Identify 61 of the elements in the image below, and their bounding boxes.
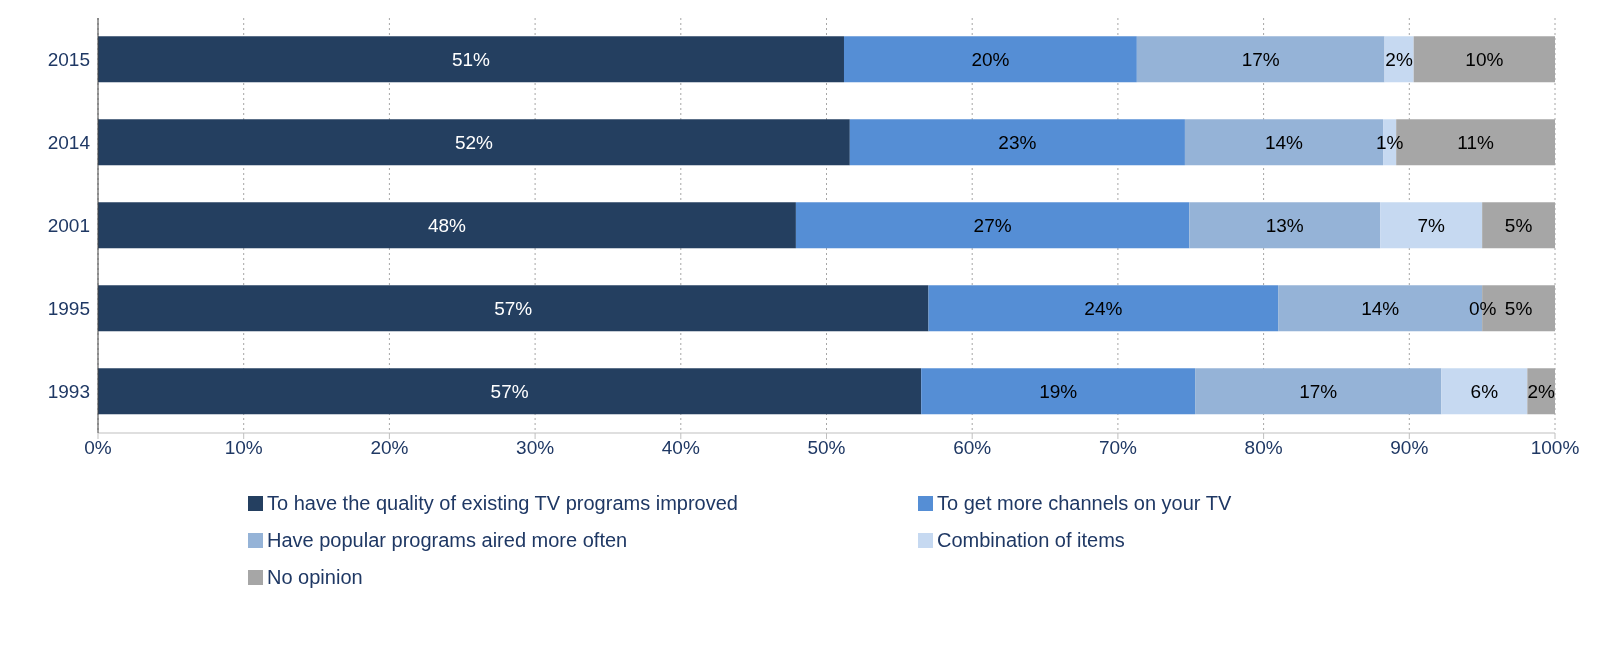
bar bbox=[928, 285, 1279, 332]
x-tick-label: 30% bbox=[516, 437, 555, 459]
bar bbox=[795, 202, 1190, 249]
data-label: 27% bbox=[973, 214, 1012, 236]
data-label: 14% bbox=[1361, 297, 1400, 319]
legend-label: To get more channels on your TV bbox=[937, 492, 1232, 515]
data-label: 6% bbox=[1470, 380, 1499, 402]
data-label: 10% bbox=[1465, 48, 1504, 70]
bar bbox=[843, 36, 1137, 83]
data-label: 1% bbox=[1375, 131, 1404, 153]
legend-label: No opinion bbox=[267, 566, 363, 589]
x-tick-label: 20% bbox=[370, 437, 409, 459]
x-tick-label: 0% bbox=[84, 437, 112, 459]
x-tick-label: 70% bbox=[1098, 437, 1138, 459]
y-tick-label: 2014 bbox=[47, 132, 91, 154]
bar bbox=[98, 36, 844, 83]
data-label: 48% bbox=[427, 214, 467, 236]
y-tick-label: 1995 bbox=[47, 298, 90, 320]
data-label: 2% bbox=[1385, 48, 1413, 70]
bar bbox=[1441, 368, 1528, 415]
bar bbox=[1195, 368, 1442, 415]
bar bbox=[1189, 202, 1381, 249]
legend-label: Have popular programs aired more often bbox=[267, 529, 628, 552]
data-label: 5% bbox=[1504, 214, 1533, 236]
data-label: 20% bbox=[971, 48, 1010, 70]
y-tick-label: 1993 bbox=[47, 381, 90, 403]
data-label: 52% bbox=[454, 131, 494, 153]
x-tick-label: 90% bbox=[1390, 437, 1429, 459]
bar bbox=[98, 119, 850, 166]
data-label: 24% bbox=[1084, 297, 1123, 319]
data-label: 7% bbox=[1417, 214, 1445, 236]
data-label: 11% bbox=[1457, 131, 1494, 153]
bar bbox=[1136, 36, 1385, 83]
data-label: 51% bbox=[451, 48, 491, 70]
bar bbox=[921, 368, 1196, 415]
bar bbox=[1380, 202, 1483, 249]
x-tick-label: 40% bbox=[661, 437, 700, 459]
y-tick-label: 2001 bbox=[47, 215, 90, 237]
data-label: 57% bbox=[494, 297, 533, 319]
bar bbox=[98, 202, 796, 249]
data-label: 14% bbox=[1264, 131, 1304, 153]
data-label: 0% bbox=[1468, 297, 1497, 319]
legend-label: Combination of items bbox=[937, 529, 1125, 552]
data-label: 13% bbox=[1265, 214, 1304, 236]
legend-label: To have the quality of existing TV programs improved bbox=[267, 492, 738, 515]
data-label: 5% bbox=[1504, 297, 1533, 319]
data-label: 17% bbox=[1299, 380, 1338, 402]
data-label: 57% bbox=[490, 380, 529, 402]
y-tick-label: 2015 bbox=[47, 49, 90, 71]
data-label: 23% bbox=[998, 131, 1037, 153]
data-label: 17% bbox=[1241, 48, 1280, 70]
data-label: 19% bbox=[1039, 380, 1078, 402]
x-tick-label: 100% bbox=[1530, 437, 1580, 459]
x-tick-label: 60% bbox=[953, 437, 992, 459]
x-tick-label: 10% bbox=[224, 437, 263, 459]
bar bbox=[849, 119, 1185, 166]
bar bbox=[98, 368, 922, 415]
x-tick-label: 80% bbox=[1244, 437, 1283, 459]
bar bbox=[98, 285, 929, 332]
data-label: 2% bbox=[1527, 380, 1555, 402]
x-tick-label: 50% bbox=[807, 437, 846, 459]
